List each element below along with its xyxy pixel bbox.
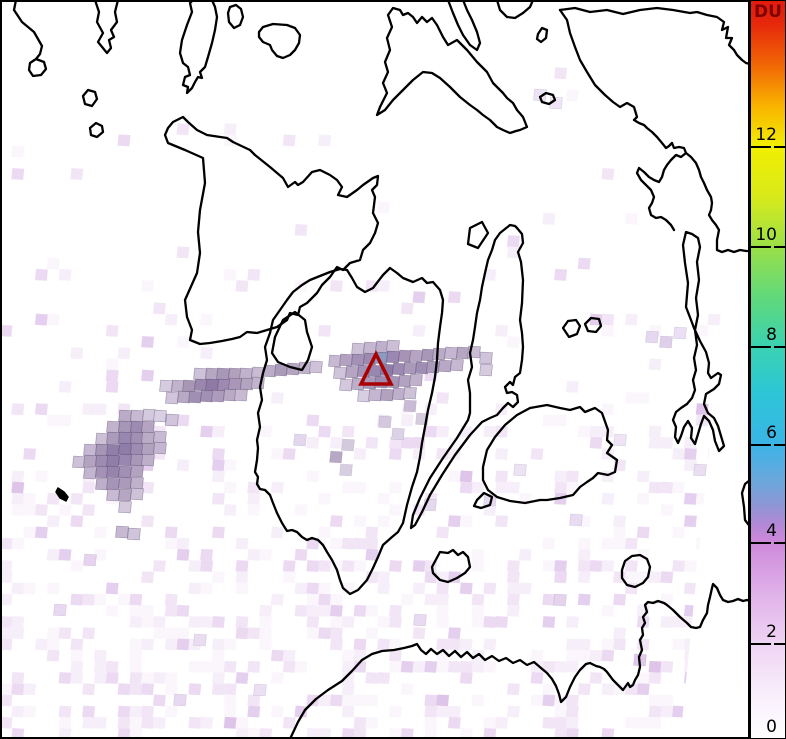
colorbar-tick-mark xyxy=(774,146,785,148)
colorbar-tick-mark xyxy=(774,542,785,544)
colorbar-tick-mark xyxy=(774,444,785,446)
colorbar-tick-label: 2 xyxy=(766,622,777,642)
colorbar-tick-label: 4 xyxy=(766,521,777,541)
volcano-marker xyxy=(358,350,394,386)
colorbar-gradient xyxy=(751,1,785,738)
map-area xyxy=(0,0,750,739)
coastlines xyxy=(12,0,750,739)
map-canvas xyxy=(0,0,750,739)
colorbar-tick-label: 0 xyxy=(766,717,777,737)
colorbar-tick-mark xyxy=(751,444,771,446)
colorbar-tick-label: 8 xyxy=(766,325,777,345)
colorbar-tick-mark xyxy=(774,643,785,645)
colorbar-tick-mark xyxy=(751,146,771,148)
colorbar-tick-mark xyxy=(751,246,771,248)
so2-plume-pixels xyxy=(72,339,493,541)
colorbar-tick-label: 6 xyxy=(766,423,777,443)
colorbar-tick-mark xyxy=(751,346,771,348)
colorbar: DU 12 10 8 6 4 2 0 xyxy=(750,0,786,739)
colorbar-tick-mark xyxy=(774,246,785,248)
colorbar-tick-mark xyxy=(751,542,771,544)
colorbar-tick-mark xyxy=(774,346,785,348)
colorbar-tick-label: 10 xyxy=(755,225,777,245)
background-noise-pixels xyxy=(0,0,750,739)
colorbar-tick-label: 12 xyxy=(755,125,777,145)
colorbar-tick-mark xyxy=(751,643,771,645)
colorbar-unit-label: DU xyxy=(754,2,782,22)
filled-islets xyxy=(55,487,69,502)
map-frame xyxy=(0,0,750,739)
